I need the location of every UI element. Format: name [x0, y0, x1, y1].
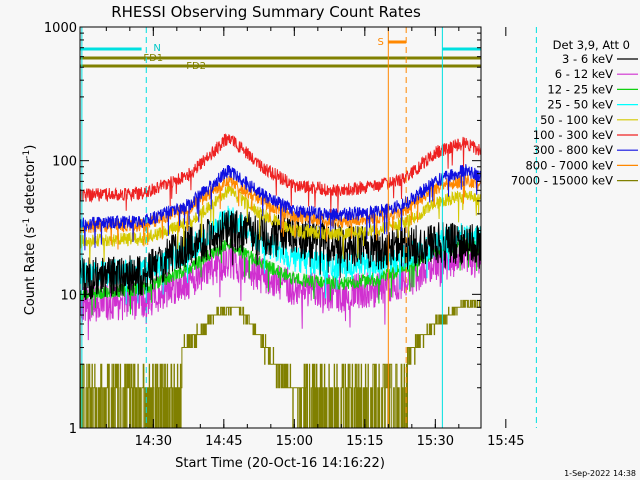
- legend-entry-label: 50 - 100 keV: [540, 113, 613, 127]
- legend-entry-label: 3 - 6 keV: [562, 52, 613, 66]
- x-tick-label: 15:45: [487, 434, 524, 449]
- legend-entry-label: 25 - 50 keV: [547, 98, 613, 112]
- series-line-3_6keV: [80, 210, 481, 301]
- fd1-label: FD1: [143, 53, 163, 64]
- saa-label: S: [377, 37, 383, 48]
- legend-entry-label: 6 - 12 keV: [555, 67, 613, 81]
- series-line-6_12keV: [80, 239, 481, 341]
- series-line-100_300keV: [80, 133, 481, 213]
- x-tick-label: 14:45: [205, 434, 242, 449]
- y-tick-label: 1000: [44, 21, 77, 36]
- legend-entry-label: 7000 - 15000 keV: [511, 174, 613, 188]
- night-label: N: [153, 43, 160, 54]
- x-tick-label: 15:30: [417, 434, 454, 449]
- legend-entry-label: 100 - 300 keV: [533, 128, 613, 142]
- series-line-50_100keV: [80, 183, 481, 265]
- y-tick-label: 1: [69, 422, 77, 437]
- plot-frame: [79, 26, 482, 429]
- series-group: [80, 133, 481, 428]
- y-tick-label: 10: [60, 288, 77, 303]
- x-tick-label: 15:00: [276, 434, 313, 449]
- legend-entry-label: 300 - 800 keV: [533, 143, 613, 157]
- y-tick-label: 100: [52, 155, 77, 170]
- x-tick-label: 14:30: [135, 434, 172, 449]
- x-axis-label: Start Time (20-Oct-16 14:16:22): [175, 456, 385, 471]
- legend-header: Det 3,9, Att 0: [553, 38, 630, 52]
- legend-entry-label: 12 - 25 keV: [547, 82, 613, 96]
- fd2-label: FD2: [186, 61, 206, 72]
- x-tick-label: 15:15: [346, 434, 383, 449]
- footer-timestamp: 1-Sep-2022 14:38: [564, 469, 636, 478]
- series-line-300_800keV: [80, 164, 481, 251]
- series-line-7000_15000keV: [80, 299, 481, 428]
- chart-title: RHESSI Observing Summary Count Rates: [111, 3, 421, 21]
- y-axis-label: Count Rate (s-1 detector-1): [22, 145, 38, 316]
- legend-entry-label: 800 - 7000 keV: [525, 158, 613, 172]
- plot-area: N S FD1 FD2 1 10 100 1000 14:30 14:45 15:00 15:15 15…: [44, 21, 537, 449]
